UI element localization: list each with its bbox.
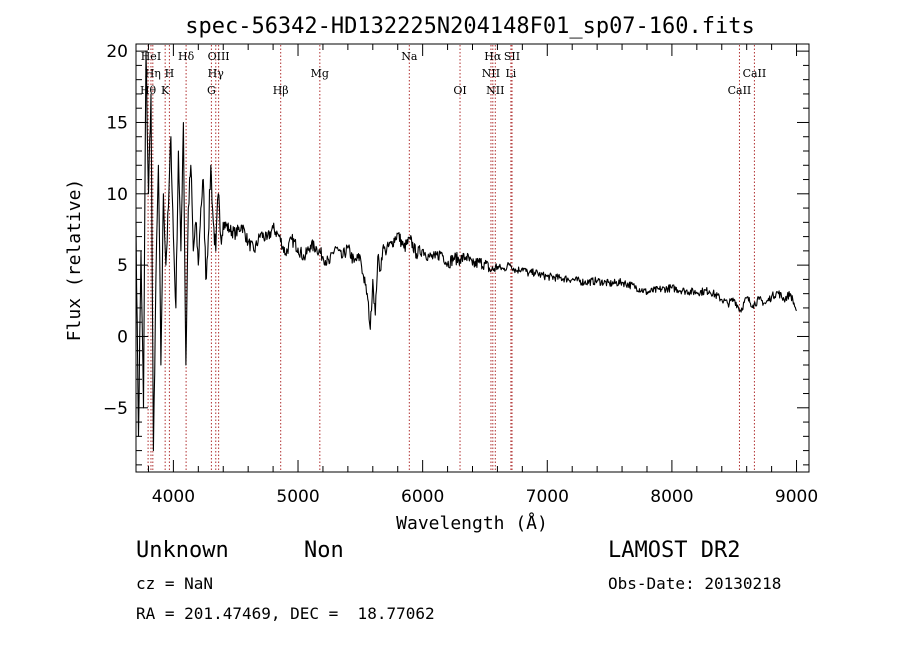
line-label: Mg: [311, 67, 329, 80]
x-tick-label: 8000: [650, 487, 693, 507]
x-tick-label: 6000: [401, 487, 444, 507]
coordinates-text: RA = 201.47469, DEC = 18.77062: [136, 604, 435, 623]
y-tick-label: −5: [103, 399, 128, 419]
x-tick-label: 4000: [152, 487, 195, 507]
flux-line: [135, 50, 797, 452]
line-label: CaII: [743, 67, 767, 80]
x-tick-label: 5000: [276, 487, 319, 507]
spectral-line-markers: [147, 45, 755, 471]
plot-frame: [135, 43, 810, 473]
line-label: Hη: [145, 67, 161, 80]
survey-name: LAMOST DR2: [608, 538, 741, 563]
line-label: CaII: [728, 84, 752, 97]
line-label: OI: [453, 84, 466, 97]
chart-title: spec-56342-HD132225N204148F01_sp07-160.f…: [185, 14, 755, 39]
line-label: H: [165, 67, 175, 80]
x-axis: 4000 5000 6000 7000 8000 9000: [147, 44, 818, 507]
x-tick-label: 7000: [526, 487, 569, 507]
line-label: Hα: [484, 50, 502, 63]
y-tick-label: 0: [117, 327, 128, 347]
line-label: Hθ: [140, 84, 157, 97]
line-label: Na: [401, 50, 418, 63]
y-tick-label: 15: [106, 113, 128, 133]
line-label: NII: [486, 84, 504, 97]
flux-series: [135, 50, 797, 452]
line-label: Li: [505, 67, 516, 80]
object-type: Unknown: [136, 538, 229, 563]
line-label: Hγ: [208, 67, 225, 80]
x-axis-label: Wavelength (Å): [396, 512, 548, 534]
line-label: Hβ: [273, 84, 289, 97]
line-label: HeI: [141, 50, 161, 63]
y-axis: −5 0 5 10 15 20: [103, 42, 809, 466]
line-label: K: [161, 84, 170, 97]
x-tick-label: 9000: [775, 487, 818, 507]
redshift-text: cz = NaN: [136, 574, 214, 593]
line-label: SII: [504, 50, 520, 63]
observation-date: Obs-Date: 20130218: [608, 574, 782, 593]
y-axis-label: Flux (relative): [64, 179, 85, 342]
line-label: Hδ: [178, 50, 195, 63]
line-label: NII: [482, 67, 500, 80]
object-subclass: Non: [304, 538, 344, 563]
y-tick-label: 5: [117, 256, 128, 276]
spectral-line-labels: HeI Hη Hθ HK Hδ OIII Hγ G Hβ Mg Na OI Hα NII NII SII Li C…: [140, 50, 766, 97]
y-tick-label: 10: [106, 185, 128, 205]
y-tick-label: 20: [106, 42, 128, 62]
line-label: OIII: [208, 50, 230, 63]
line-label: G: [207, 84, 216, 97]
